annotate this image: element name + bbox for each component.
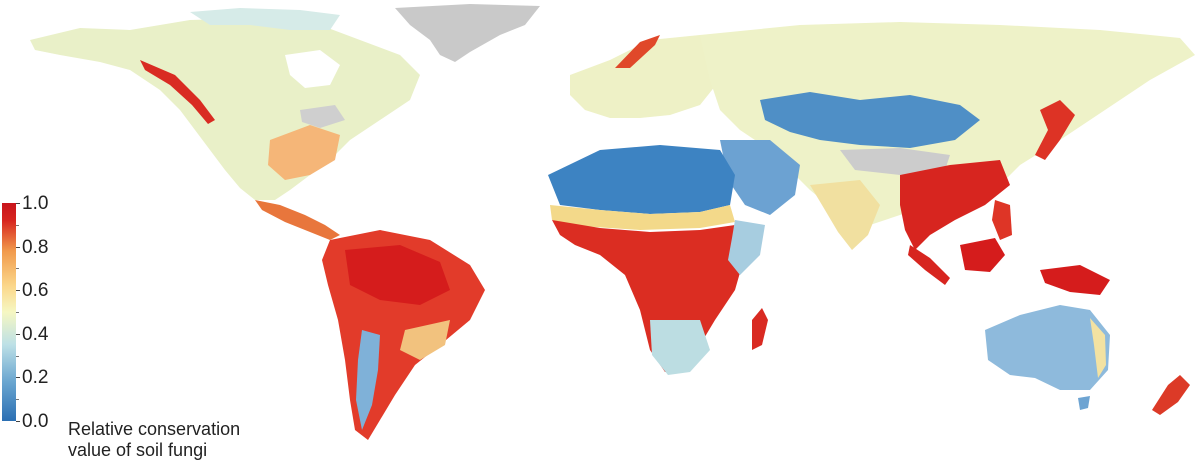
legend-tick-mark <box>16 333 20 335</box>
australia-east-coast <box>1090 318 1106 378</box>
legend-tick-label: 0.4 <box>22 323 49 345</box>
legend-tick-label: 0.6 <box>22 280 49 302</box>
tasmania <box>1078 396 1090 410</box>
north-america <box>30 18 420 200</box>
sumatra <box>908 245 950 285</box>
legend-minor-tick <box>16 399 19 401</box>
southeast-asia-red <box>900 160 1010 250</box>
legend-tick-label: 0.2 <box>22 367 49 389</box>
legend-tick-mark <box>16 290 20 292</box>
new-zealand <box>1152 375 1190 415</box>
greenland <box>395 4 540 62</box>
australia <box>985 305 1110 390</box>
legend-tick-label: 0.8 <box>22 236 49 258</box>
legend-title: Relative conservation value of soil fung… <box>68 419 240 461</box>
legend-title-line-1: Relative conservation <box>68 419 241 439</box>
legend-minor-tick <box>16 268 19 270</box>
arabia <box>720 140 800 215</box>
central-asia-blue <box>760 92 980 148</box>
legend-tick-label: 1.0 <box>22 193 49 214</box>
legend-tick-mark <box>16 377 20 379</box>
new-guinea <box>1040 265 1110 295</box>
india <box>810 180 880 250</box>
legend-tick-mark <box>16 203 20 204</box>
east-africa <box>728 220 765 275</box>
legend-minor-tick <box>16 355 19 357</box>
andes-blue <box>356 330 380 430</box>
arctic-islands <box>190 8 340 30</box>
legend-color-bar <box>2 203 16 421</box>
legend-title-line-2: value of soil fungi <box>68 440 208 460</box>
legend-tick-mark <box>16 421 20 422</box>
europe <box>570 35 730 118</box>
borneo <box>960 238 1005 272</box>
eastern-us <box>268 125 340 180</box>
amazon-core <box>345 245 450 305</box>
africa-sahel <box>550 205 735 230</box>
scandinavia-fringe <box>615 35 660 68</box>
philippines <box>992 200 1012 240</box>
africa-tropics <box>552 220 745 372</box>
color-legend: 1.0 0.8 0.6 0.4 0.2 0.0 Relative conservation… <box>0 193 300 461</box>
legend-tick-mark <box>16 246 20 248</box>
japan <box>1035 100 1075 160</box>
southeast-brazil <box>400 320 450 360</box>
great-lakes-nodata <box>300 105 345 128</box>
legend-tick-label: 0.0 <box>22 411 49 432</box>
hudson-bay <box>285 50 340 88</box>
central-america <box>255 200 340 240</box>
madagascar <box>752 308 768 350</box>
legend-minor-tick <box>16 224 19 226</box>
pacific-coast-north <box>140 60 215 124</box>
africa-north-sahara <box>548 145 735 214</box>
tibet-nodata <box>840 148 950 175</box>
southern-africa <box>650 320 710 375</box>
legend-minor-tick <box>16 312 19 313</box>
